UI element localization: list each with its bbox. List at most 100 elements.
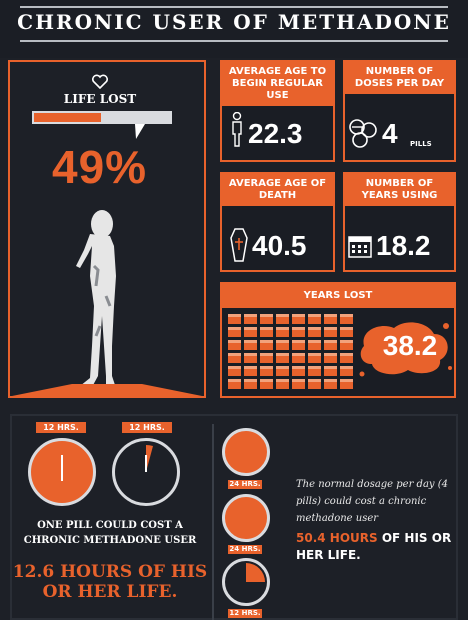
doses-per-day-label: NUMBER OF DOSES PER DAY	[345, 62, 454, 94]
calendar-icon	[340, 340, 353, 350]
person-icon	[232, 112, 242, 147]
calendar-icon	[260, 327, 273, 337]
calendar-icon	[276, 327, 289, 337]
heart-icon	[92, 74, 108, 89]
partial-clock-icon	[112, 438, 180, 506]
daily-clock-2-icon	[222, 494, 270, 542]
divider	[212, 424, 214, 620]
life-lost-panel	[8, 60, 206, 398]
calendar-icon	[260, 366, 273, 376]
daily-cost-suffix: OF HIS OR HER LIFE.	[296, 531, 452, 562]
calendar-icon	[292, 340, 305, 350]
daily-clock-label-3: 12 HRS.	[228, 609, 262, 618]
years-using-value: 18.2	[376, 230, 431, 261]
life-lost-label: LIFE LOST	[63, 92, 137, 106]
calendar-icon	[260, 314, 273, 324]
doses-per-day-value: 4	[382, 118, 398, 149]
calendar-icon	[308, 327, 321, 337]
calendar-icon	[324, 379, 337, 389]
calendar-icon	[292, 379, 305, 389]
pill-cost-text: ONE PILL COULD COST A CHRONIC METHADONE …	[23, 520, 197, 546]
header-rule-top	[20, 6, 448, 8]
calendar-icon	[340, 353, 353, 363]
life-lost-percent: 49%	[52, 141, 148, 193]
daily-cost-result: 50.4 HOURS OF HIS OR HER LIFE.	[296, 530, 452, 564]
calendar-icon	[292, 314, 305, 324]
avg-age-death-card: AVERAGE AGE OF DEATH	[220, 172, 335, 272]
calendar-icon	[308, 340, 321, 350]
avg-age-begin-label: AVERAGE AGE TO BEGIN REGULAR USE	[222, 62, 333, 106]
avg-age-begin-value: 22.3	[248, 118, 303, 149]
daily-cost-highlight: 50.4 HOURS	[296, 531, 378, 545]
calendar-icon	[228, 379, 241, 389]
page-title: CHRONIC USER OF METHADONE	[17, 10, 451, 34]
calendar-icon	[276, 340, 289, 350]
calendar-icon	[276, 353, 289, 363]
calendar-icon	[308, 353, 321, 363]
calendar-icon	[340, 314, 353, 324]
calendar-icon	[260, 353, 273, 363]
ground-shadow	[12, 384, 202, 396]
calendar-icon	[292, 366, 305, 376]
daily-cost-text: The normal dosage per day (4 pills) coul…	[296, 479, 449, 524]
years-lost-card: YEARS LOST	[220, 282, 456, 398]
calendar-icon	[292, 353, 305, 363]
pills-icon	[349, 119, 377, 148]
pill-cost-highlight: 12.6 HOURS OF HIS OR HER LIFE.	[12, 562, 208, 602]
life-lost-progress-bar	[32, 111, 172, 124]
calendar-icon	[244, 353, 257, 363]
calendar-icon	[228, 366, 241, 376]
splatter-icon	[359, 322, 452, 377]
clock-label-1: 12 HRS.	[36, 422, 86, 433]
years-using-label: NUMBER OF YEARS USING	[345, 174, 454, 206]
calendar-icon	[228, 353, 241, 363]
calendar-icon	[308, 314, 321, 324]
calendar-icon	[292, 327, 305, 337]
doses-per-day-card: NUMBER OF DOSES PER DAY	[343, 60, 456, 162]
calendar-grid	[228, 314, 358, 394]
calendar-icon	[244, 379, 257, 389]
doses-unit: PILLS	[410, 140, 432, 148]
daily-clock-label-1: 24 HRS.	[228, 480, 262, 489]
calendar-icon	[276, 366, 289, 376]
calendar-icon	[260, 379, 273, 389]
calendar-icon	[324, 366, 337, 376]
calendar-icon	[276, 379, 289, 389]
calendar-icon	[244, 314, 257, 324]
bottom-panel	[10, 414, 458, 620]
life-lost-progress-fill	[34, 113, 101, 122]
calendar-icon	[324, 314, 337, 324]
avg-age-death-label: AVERAGE AGE OF DEATH	[222, 174, 333, 206]
calendar-icon	[308, 379, 321, 389]
calendar-icon	[324, 353, 337, 363]
header-band	[0, 0, 468, 58]
calendar-icon	[228, 314, 241, 324]
calendar-icon	[260, 340, 273, 350]
calendar-icon	[340, 327, 353, 337]
years-using-card: NUMBER OF YEARS USING	[343, 172, 456, 272]
daily-clock-3-icon	[222, 558, 270, 606]
pointer-icon	[135, 124, 145, 139]
calendar-icon	[228, 327, 241, 337]
full-clock-icon	[28, 438, 96, 506]
calendar-icon	[228, 340, 241, 350]
calendar-icon	[324, 340, 337, 350]
calendar-icon	[324, 327, 337, 337]
calendar-icon	[340, 379, 353, 389]
calendar-icon	[276, 314, 289, 324]
calendar-icon	[244, 340, 257, 350]
calendar-icon	[244, 327, 257, 337]
years-lost-label: YEARS LOST	[222, 284, 454, 308]
calendar-icon	[308, 366, 321, 376]
calendar-icon	[340, 366, 353, 376]
years-lost-value: 38.2	[382, 330, 438, 361]
calendar-icon	[244, 366, 257, 376]
woman-silhouette-icon	[76, 210, 116, 388]
daily-clock-label-2: 24 HRS.	[228, 545, 262, 554]
avg-age-death-value: 40.5	[252, 230, 307, 261]
clock-label-2: 12 HRS.	[122, 422, 172, 433]
daily-clock-1-icon	[222, 428, 270, 476]
header-rule-bottom	[20, 40, 448, 42]
coffin-icon	[230, 228, 248, 262]
calendar-icon	[348, 236, 372, 258]
